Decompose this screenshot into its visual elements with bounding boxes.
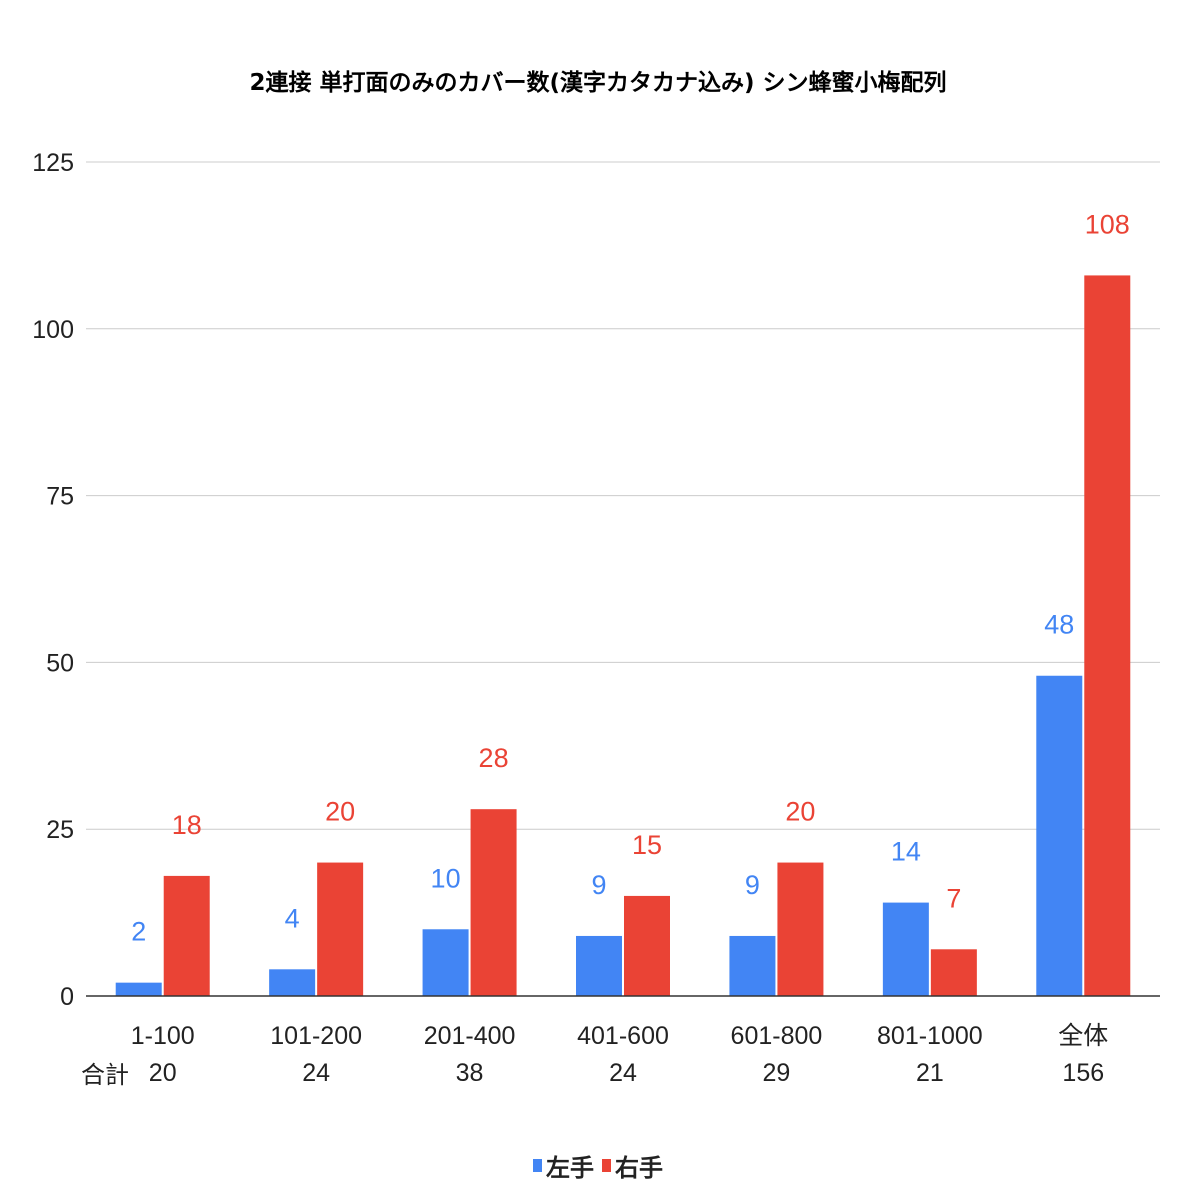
bar-left-hand [115, 982, 162, 996]
bar-right-hand [777, 862, 824, 996]
data-label: 9 [745, 870, 760, 900]
category-total: 156 [1062, 1059, 1104, 1087]
data-label: 9 [591, 870, 606, 900]
data-label: 7 [946, 883, 961, 913]
category-total: 21 [916, 1059, 944, 1087]
category-total: 29 [763, 1059, 791, 1087]
data-label: 48 [1044, 610, 1074, 640]
y-tick-label: 25 [46, 816, 74, 844]
x-category-label: 101-200 [270, 1022, 362, 1050]
bar-right-hand [1084, 275, 1131, 996]
bar-left-hand [576, 935, 622, 996]
data-label: 28 [479, 743, 509, 773]
category-total: 38 [456, 1059, 484, 1087]
chart-title: 2連接 単打面のみのカバー数(漢字カタカナ込み) シン蜂蜜小梅配列 [249, 69, 946, 96]
legend-label[interactable]: 右手 [615, 1154, 663, 1182]
data-label: 14 [891, 837, 921, 867]
data-label: 15 [632, 830, 662, 860]
bar-left-hand [1036, 675, 1083, 996]
category-total: 24 [609, 1059, 637, 1087]
bar-left-hand [269, 969, 316, 996]
totals-row-label: 合計 [81, 1061, 129, 1089]
category-total: 24 [302, 1059, 330, 1087]
bar-left-hand [422, 929, 469, 996]
x-axis-categories: 1-100 20 101-200 24 201-400 38 401-600 24 601-80… [131, 1022, 1109, 1087]
y-tick-label: 75 [46, 483, 74, 511]
bar-left-hand [882, 902, 929, 996]
bar-left-hand [729, 935, 776, 996]
x-category-label: 201-400 [424, 1022, 516, 1050]
x-category-label: 601-800 [731, 1022, 823, 1050]
legend-swatch [533, 1159, 542, 1172]
legend-label[interactable]: 左手 [546, 1154, 594, 1182]
y-tick-label: 125 [32, 149, 74, 177]
x-category-label: 801-1000 [877, 1022, 983, 1050]
data-label: 4 [285, 903, 300, 933]
gridlines [86, 161, 1160, 830]
data-label: 20 [785, 797, 815, 827]
legend-swatch [602, 1159, 611, 1172]
category-total: 20 [149, 1059, 177, 1087]
legend[interactable]: 左手 右手 [533, 1154, 663, 1182]
x-category-label: 401-600 [577, 1022, 669, 1050]
data-label: 18 [172, 810, 202, 840]
bar-right-hand [624, 895, 670, 996]
x-category-label: 1-100 [131, 1022, 195, 1050]
data-labels: 2 4 10 9 9 14 48 18 20 28 15 20 7 108 [131, 209, 1130, 946]
bars [115, 275, 1131, 996]
data-label: 2 [131, 917, 146, 947]
bar-right-hand [163, 875, 210, 996]
y-tick-label: 50 [46, 649, 74, 677]
bar-right-hand [317, 862, 364, 996]
y-tick-label: 0 [60, 983, 74, 1011]
data-label: 108 [1085, 209, 1130, 239]
y-axis-ticks: 0 25 50 75 100 125 [32, 149, 74, 1011]
data-label: 20 [325, 797, 355, 827]
data-label: 10 [431, 863, 461, 893]
y-tick-label: 100 [32, 316, 74, 344]
bar-right-hand [470, 809, 517, 996]
bar-right-hand [930, 949, 977, 996]
x-category-label: 全体 [1058, 1022, 1108, 1050]
